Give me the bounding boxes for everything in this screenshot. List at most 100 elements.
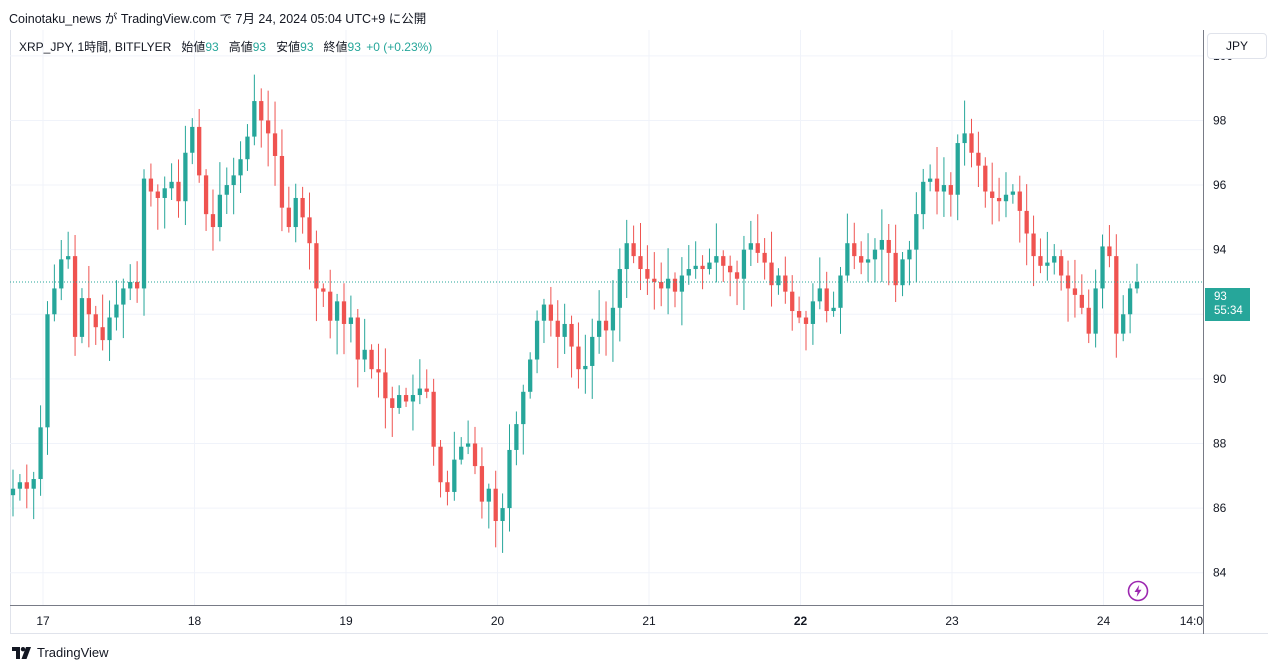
- candle-body[interactable]: [659, 281, 664, 289]
- candle-body[interactable]: [1127, 288, 1133, 315]
- candle-body[interactable]: [390, 398, 395, 408]
- candle-body[interactable]: [307, 217, 312, 244]
- candle-body[interactable]: [128, 281, 133, 289]
- candle-body[interactable]: [224, 185, 229, 195]
- candle-body[interactable]: [596, 320, 602, 337]
- candle-body[interactable]: [707, 262, 712, 270]
- candle-body[interactable]: [1059, 256, 1064, 276]
- candle-body[interactable]: [541, 304, 547, 321]
- candle-body[interactable]: [838, 275, 843, 308]
- candle-body[interactable]: [748, 243, 753, 250]
- candle-body[interactable]: [996, 197, 1002, 202]
- candle-body[interactable]: [314, 243, 319, 289]
- candle-body[interactable]: [59, 259, 64, 289]
- candle-body[interactable]: [155, 191, 160, 198]
- candle-body[interactable]: [438, 446, 443, 483]
- candle-body[interactable]: [845, 243, 850, 276]
- candle-body[interactable]: [321, 288, 326, 292]
- candle-body[interactable]: [990, 191, 995, 198]
- candle-body[interactable]: [652, 278, 657, 282]
- candle-body[interactable]: [1052, 256, 1057, 263]
- candle-body[interactable]: [879, 239, 884, 250]
- candle-body[interactable]: [617, 269, 622, 308]
- candle-body[interactable]: [100, 327, 105, 341]
- candle-body[interactable]: [259, 101, 264, 121]
- candle-body[interactable]: [721, 256, 726, 266]
- legend-symbol[interactable]: XRP_JPY, 1時間, BITFLYER: [19, 40, 172, 54]
- candle-body[interactable]: [976, 152, 981, 166]
- candle-body[interactable]: [66, 256, 71, 260]
- candle-body[interactable]: [162, 188, 167, 198]
- candle-body[interactable]: [934, 178, 940, 192]
- candle-body[interactable]: [914, 214, 919, 250]
- candle-body[interactable]: [410, 395, 416, 402]
- candle-body[interactable]: [831, 307, 836, 312]
- candle-body[interactable]: [700, 265, 705, 270]
- candle-body[interactable]: [383, 372, 388, 399]
- candle-body[interactable]: [776, 275, 781, 286]
- candle-body[interactable]: [610, 307, 616, 331]
- candle-body[interactable]: [334, 301, 340, 321]
- candle-body[interactable]: [252, 101, 257, 137]
- candle-body[interactable]: [134, 281, 140, 289]
- candle-body[interactable]: [376, 369, 381, 373]
- candle-body[interactable]: [300, 197, 305, 218]
- candle-body[interactable]: [741, 249, 747, 279]
- candle-body[interactable]: [817, 288, 822, 302]
- candle-body[interactable]: [872, 249, 878, 260]
- candle-body[interactable]: [190, 126, 195, 153]
- candle-body[interactable]: [548, 304, 554, 321]
- candle-body[interactable]: [355, 317, 360, 360]
- candle-body[interactable]: [79, 298, 85, 337]
- candle-body[interactable]: [445, 482, 450, 492]
- candle-body[interactable]: [10, 488, 16, 496]
- candle-body[interactable]: [210, 214, 216, 228]
- candle-body[interactable]: [431, 391, 436, 447]
- candle-body[interactable]: [1065, 275, 1071, 289]
- candle-body[interactable]: [728, 265, 733, 273]
- candle-body[interactable]: [24, 482, 29, 489]
- candle-body[interactable]: [624, 243, 629, 270]
- candle-body[interactable]: [107, 317, 112, 341]
- candle-body[interactable]: [679, 275, 685, 292]
- candle-body[interactable]: [1093, 288, 1098, 334]
- candle-body[interactable]: [693, 265, 698, 270]
- candle-body[interactable]: [114, 304, 119, 318]
- candle-body[interactable]: [810, 301, 816, 324]
- candle-body[interactable]: [293, 197, 298, 228]
- candle-body[interactable]: [583, 365, 588, 370]
- candle-body[interactable]: [514, 424, 519, 450]
- candle-body[interactable]: [279, 155, 285, 208]
- candle-body[interactable]: [424, 388, 429, 392]
- candle-body[interactable]: [217, 194, 223, 228]
- candle-body[interactable]: [417, 388, 422, 396]
- candle-body[interactable]: [479, 466, 485, 502]
- candle-body[interactable]: [397, 395, 402, 408]
- candle-body[interactable]: [1114, 256, 1119, 334]
- candle-body[interactable]: [72, 256, 78, 337]
- candle-body[interactable]: [1100, 246, 1105, 289]
- tradingview-logo[interactable]: TradingView: [12, 645, 109, 660]
- candle-body[interactable]: [590, 336, 595, 366]
- candle-body[interactable]: [521, 391, 526, 425]
- candle-body[interactable]: [1017, 191, 1022, 211]
- candle-body[interactable]: [852, 243, 857, 257]
- candle-body[interactable]: [231, 175, 236, 186]
- candle-body[interactable]: [955, 143, 960, 195]
- candle-body[interactable]: [148, 178, 154, 192]
- candle-body[interactable]: [907, 249, 912, 260]
- candle-body[interactable]: [859, 256, 864, 263]
- candle-body[interactable]: [465, 443, 471, 447]
- candle-body[interactable]: [645, 269, 650, 279]
- candle-body[interactable]: [927, 178, 933, 182]
- candle-body[interactable]: [562, 323, 567, 337]
- candle-body[interactable]: [459, 446, 464, 460]
- candle-body[interactable]: [1024, 210, 1029, 234]
- candle-body[interactable]: [348, 317, 354, 324]
- candle-body[interactable]: [403, 395, 409, 402]
- candle-body[interactable]: [245, 136, 250, 160]
- candle-body[interactable]: [824, 288, 829, 312]
- candle-body[interactable]: [197, 126, 202, 176]
- candle-body[interactable]: [962, 133, 967, 144]
